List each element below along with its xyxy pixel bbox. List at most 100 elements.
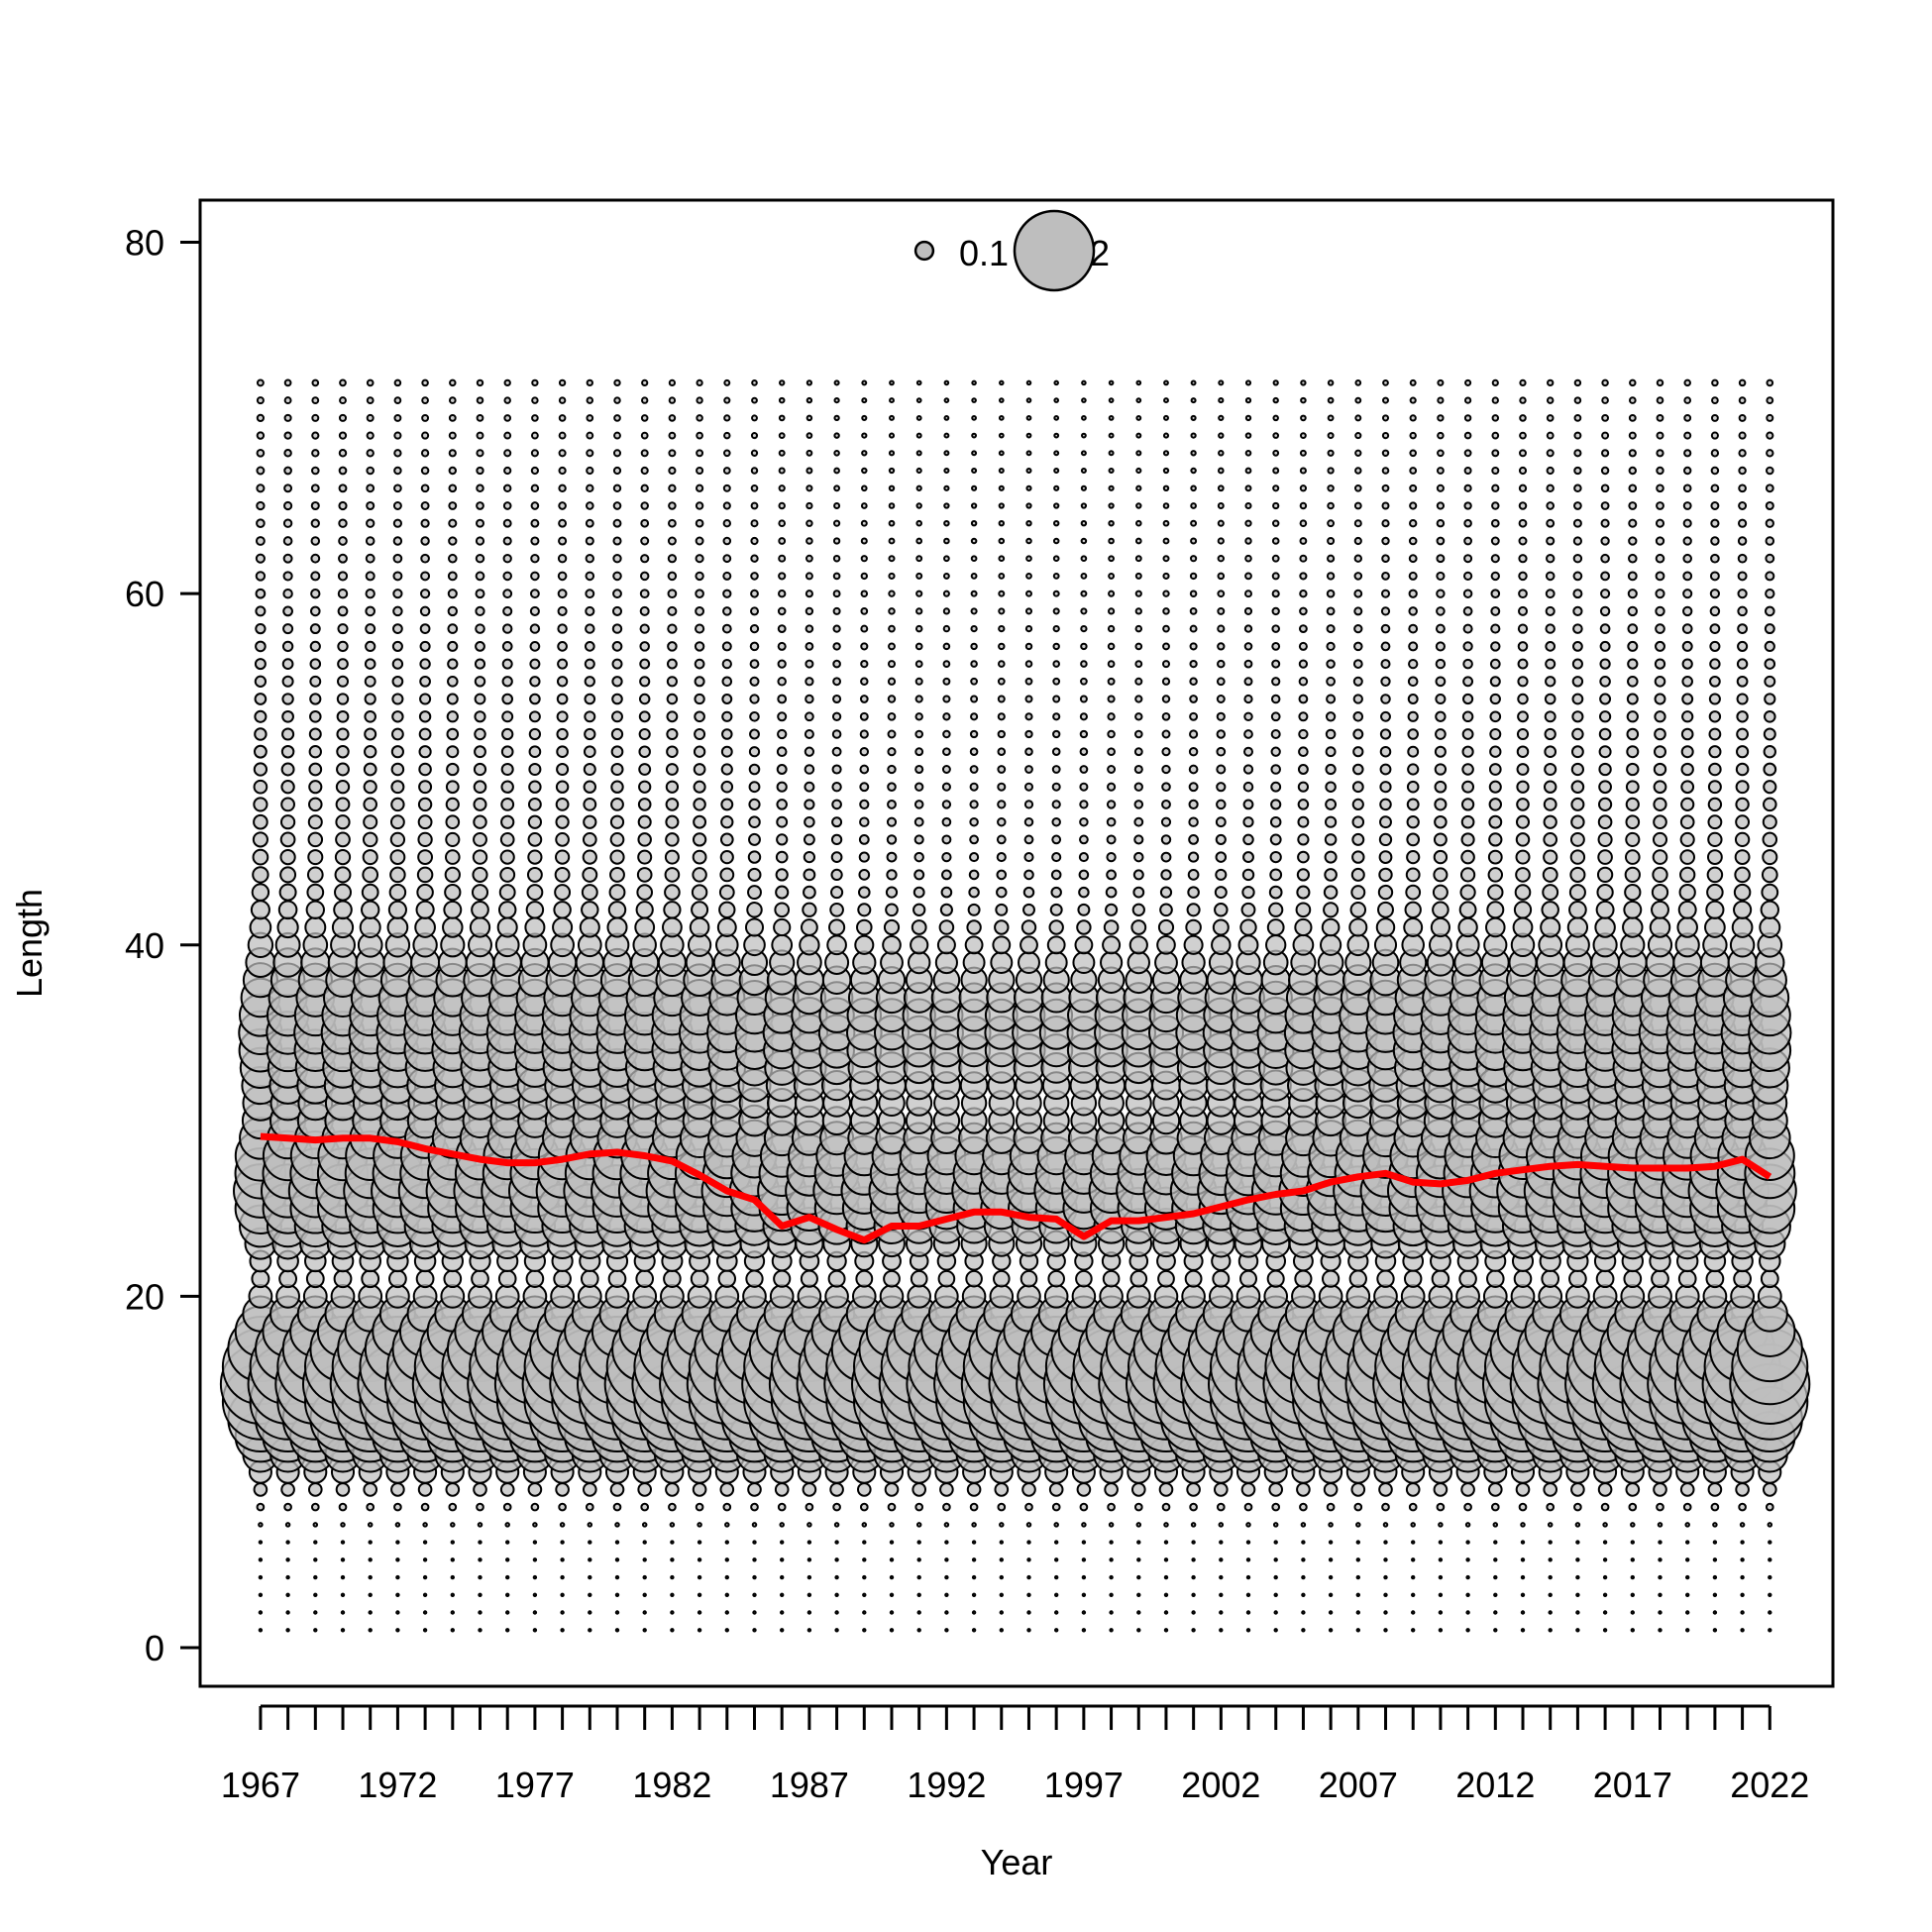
bubble-point: [1025, 484, 1032, 491]
bubble-point: [1135, 467, 1142, 475]
bubble-point: [280, 1482, 295, 1497]
bubble-point: [310, 589, 321, 599]
bubble-point: [752, 1540, 757, 1545]
bubble-point: [1438, 1592, 1444, 1598]
bubble-point: [505, 1628, 510, 1633]
bubble-point: [366, 449, 375, 458]
bubble-point: [999, 1628, 1004, 1633]
bubble-point: [1685, 1610, 1690, 1615]
bubble-point: [1463, 467, 1472, 475]
bubble-point: [418, 727, 432, 741]
bubble-point: [365, 589, 376, 599]
bubble-point: [469, 916, 491, 938]
bubble-point: [1300, 414, 1307, 422]
bubble-point: [1190, 414, 1197, 421]
bubble-point: [1465, 1557, 1470, 1562]
bubble-point: [1437, 431, 1445, 440]
bubble-point: [1546, 414, 1555, 422]
bubble-point: [585, 605, 595, 616]
bubble-point: [1025, 1522, 1032, 1528]
bubble-point: [860, 677, 869, 687]
bubble-point: [502, 536, 512, 546]
bubble-point: [1025, 502, 1032, 509]
bubble-point: [475, 605, 485, 617]
bubble-point: [554, 866, 571, 883]
bubble-point: [1272, 449, 1280, 457]
bubble-point: [1269, 868, 1283, 882]
bubble-point: [1545, 571, 1556, 582]
bubble-point: [255, 640, 267, 653]
bubble-point: [1544, 762, 1557, 777]
bubble-point: [1763, 727, 1776, 741]
bubble-point: [752, 1628, 757, 1633]
bubble-point: [1681, 658, 1693, 670]
bubble-point: [858, 834, 870, 845]
bubble-point: [915, 379, 922, 386]
bubble-point: [275, 1284, 300, 1309]
bubble-point: [1628, 536, 1638, 546]
bubble-point: [942, 712, 951, 721]
bubble-point: [558, 414, 567, 422]
bubble-point: [1187, 869, 1200, 881]
bubble-point: [1628, 483, 1638, 493]
bubble-point: [1242, 816, 1254, 828]
bubble-point: [1656, 1502, 1664, 1512]
bubble-point: [695, 501, 704, 510]
bubble-point: [256, 500, 266, 511]
bubble-point: [1738, 483, 1747, 493]
bubble-point: [1572, 536, 1583, 546]
bubble-point: [859, 816, 870, 827]
bubble-point: [1079, 834, 1089, 845]
bubble-point: [752, 1574, 757, 1580]
bubble-point: [1436, 606, 1446, 616]
bubble-point: [366, 396, 375, 405]
bubble-point: [307, 814, 323, 830]
bubble-point: [1575, 1610, 1580, 1615]
bubble-point: [1025, 415, 1032, 421]
bubble-point: [255, 605, 267, 617]
bubble-point: [1135, 519, 1142, 527]
bubble-point: [1436, 1502, 1446, 1512]
bubble-point: [966, 919, 982, 935]
bubble-point: [585, 554, 594, 564]
bubble-point: [1738, 449, 1747, 458]
bubble-point: [885, 903, 899, 917]
bubble-point: [283, 413, 292, 422]
bubble-point: [1299, 484, 1308, 492]
bubble-point: [888, 502, 896, 509]
bubble-point: [1107, 782, 1117, 792]
bubble-point: [689, 916, 710, 938]
bubble-point: [364, 658, 376, 670]
bubble-point: [964, 935, 984, 955]
bubble-point: [560, 1540, 565, 1545]
bubble-point: [1046, 935, 1066, 955]
bubble-point: [392, 571, 403, 582]
bubble-point: [1239, 918, 1257, 936]
bubble-point: [309, 693, 322, 705]
bubble-point: [1738, 378, 1747, 387]
bubble-point: [805, 606, 814, 616]
bubble-point: [805, 554, 813, 563]
bubble-point: [422, 1610, 428, 1615]
bubble-point: [1080, 537, 1088, 545]
bubble-point: [422, 1574, 428, 1580]
bubble-point: [415, 900, 435, 919]
bubble-point: [989, 1284, 1015, 1309]
bubble-point: [995, 903, 1009, 916]
bubble-point: [1158, 1482, 1174, 1497]
bubble-point: [1463, 554, 1473, 564]
bubble-point: [1295, 902, 1312, 918]
bubble-point: [420, 518, 430, 528]
bubble-point: [750, 589, 759, 598]
bubble-point: [557, 554, 568, 564]
bubble-point: [915, 414, 922, 421]
bubble-point: [971, 1540, 977, 1545]
bubble-point: [660, 1284, 685, 1309]
bubble-point: [527, 832, 543, 847]
bubble-point: [999, 1557, 1004, 1562]
bubble-point: [1326, 641, 1336, 652]
bubble-point: [724, 1592, 729, 1598]
bubble-point: [1434, 798, 1448, 811]
bubble-point: [1299, 554, 1308, 563]
bubble-point: [1381, 414, 1390, 422]
